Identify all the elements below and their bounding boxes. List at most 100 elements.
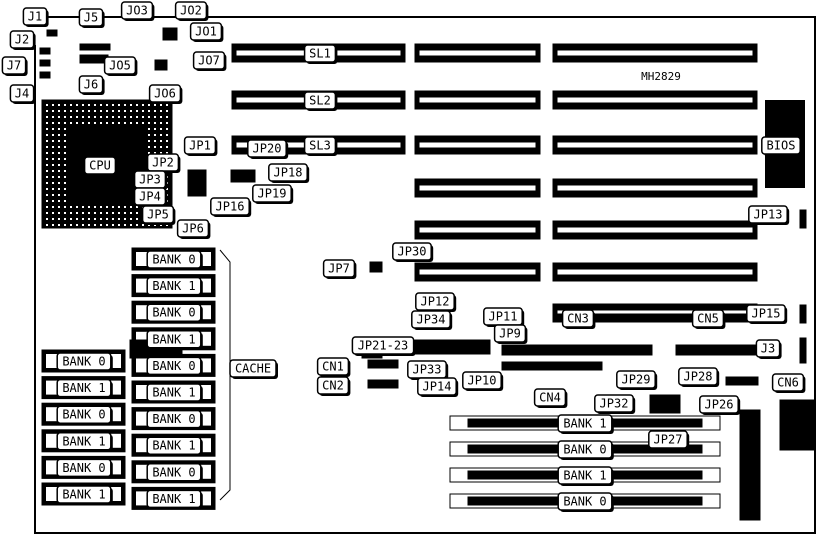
label-jp11: JP11 bbox=[483, 307, 525, 327]
label-j2: J2 bbox=[9, 30, 36, 50]
cpu-pin bbox=[46, 128, 48, 130]
cpu-pin bbox=[64, 170, 66, 172]
cpu-pin bbox=[70, 206, 72, 208]
label-box bbox=[557, 414, 613, 433]
label-jp3-text: JP3 bbox=[139, 173, 161, 187]
slot-gap bbox=[418, 49, 537, 57]
label-jp30: JP30 bbox=[392, 242, 434, 262]
cpu-pin bbox=[100, 104, 102, 106]
cpu-pin bbox=[52, 182, 54, 184]
label-box bbox=[557, 440, 613, 459]
label-jo6: JO6 bbox=[148, 84, 183, 104]
cpu-pin bbox=[58, 140, 60, 142]
cpu-pin bbox=[100, 218, 102, 220]
cpu-pin bbox=[58, 122, 60, 124]
cpu-pin bbox=[58, 176, 60, 178]
cpu-pin bbox=[136, 212, 138, 214]
label-box bbox=[78, 75, 104, 94]
header-block bbox=[79, 43, 111, 51]
cpu-pin bbox=[58, 188, 60, 190]
label-cn3: CN3 bbox=[561, 309, 596, 329]
label-jp14: JP14 bbox=[417, 377, 459, 397]
cpu-pin bbox=[160, 146, 162, 148]
cache-bank-socket-label: BANK 0 bbox=[146, 409, 203, 430]
cpu-pin bbox=[52, 146, 54, 148]
label-jp15-text: JP15 bbox=[752, 307, 781, 321]
label-box bbox=[411, 310, 451, 329]
cpu-pin bbox=[82, 224, 84, 226]
cpu-pin bbox=[64, 200, 66, 202]
cpu-pin bbox=[154, 152, 156, 154]
cpu-pin bbox=[88, 212, 90, 214]
cpu-pin bbox=[112, 212, 114, 214]
cpu-pin bbox=[70, 122, 72, 124]
cpu-pin bbox=[64, 176, 66, 178]
cpu-pin bbox=[58, 164, 60, 166]
dimm-bank-label-text: BANK 1 bbox=[563, 417, 606, 431]
cpu-pin bbox=[46, 158, 48, 160]
cache-bank-socket-label-text: BANK 1 bbox=[152, 386, 195, 400]
cpu-pin bbox=[88, 104, 90, 106]
label-j6-text: J6 bbox=[84, 78, 98, 92]
header-block bbox=[39, 59, 51, 67]
cpu-pin bbox=[46, 212, 48, 214]
cpu-pin bbox=[136, 122, 138, 124]
cpu-pin bbox=[148, 134, 150, 136]
cpu-pin bbox=[118, 110, 120, 112]
label-cn6-text: CN6 bbox=[777, 376, 799, 390]
label-box bbox=[594, 394, 634, 413]
cpu-pin bbox=[166, 104, 168, 106]
header-block bbox=[501, 344, 653, 356]
cpu-pin bbox=[100, 224, 102, 226]
cpu-pin bbox=[142, 224, 144, 226]
cpu-pin bbox=[64, 188, 66, 190]
memory-bank-socket-label: BANK 0 bbox=[56, 405, 113, 426]
cpu-pin bbox=[94, 116, 96, 118]
cpu-pin bbox=[64, 104, 66, 106]
label-box bbox=[192, 51, 226, 70]
label-box bbox=[141, 205, 175, 224]
cpu-pin bbox=[130, 110, 132, 112]
label-box bbox=[146, 250, 202, 269]
cpu-pin bbox=[52, 128, 54, 130]
label-jp21-23-text: JP21-23 bbox=[358, 339, 409, 353]
cpu-pin bbox=[106, 224, 108, 226]
cpu-pin bbox=[112, 110, 114, 112]
dimm-bank-label-text: BANK 0 bbox=[563, 443, 606, 457]
label-jp10: JP10 bbox=[462, 371, 504, 391]
cpu-pin bbox=[46, 122, 48, 124]
cpu-pin bbox=[64, 182, 66, 184]
header-block bbox=[675, 344, 757, 356]
slot-label-sl3-text: SL3 bbox=[309, 139, 331, 153]
label-cn5-text: CN5 bbox=[697, 312, 719, 326]
cpu-pin bbox=[160, 152, 162, 154]
cpu-pin bbox=[112, 122, 114, 124]
label-jp3: JP3 bbox=[133, 170, 168, 190]
cpu-pin bbox=[88, 116, 90, 118]
cpu-pin bbox=[166, 140, 168, 142]
label-jp4: JP4 bbox=[133, 187, 168, 207]
cpu-pin bbox=[76, 206, 78, 208]
cpu-pin bbox=[52, 194, 54, 196]
header-block bbox=[799, 337, 807, 364]
cpu-pin bbox=[118, 122, 120, 124]
label-box bbox=[493, 324, 527, 343]
cpu-pin bbox=[124, 206, 126, 208]
memory-bank-socket-label-text: BANK 1 bbox=[62, 434, 105, 448]
cpu-pin bbox=[58, 158, 60, 160]
label-jp29: JP29 bbox=[616, 370, 658, 390]
label-box bbox=[83, 156, 117, 175]
cpu-pin bbox=[124, 218, 126, 220]
cpu-pin bbox=[64, 212, 66, 214]
memory-bank-socket-label-text: BANK 0 bbox=[62, 408, 105, 422]
cpu-pin bbox=[136, 224, 138, 226]
cpu-pin bbox=[94, 218, 96, 220]
cpu-pin bbox=[52, 188, 54, 190]
label-jp13-text: JP13 bbox=[754, 208, 783, 222]
cpu-pin bbox=[46, 188, 48, 190]
cpu-pin bbox=[58, 206, 60, 208]
label-jp15: JP15 bbox=[746, 304, 788, 324]
label-jp7-text: JP7 bbox=[328, 262, 350, 276]
